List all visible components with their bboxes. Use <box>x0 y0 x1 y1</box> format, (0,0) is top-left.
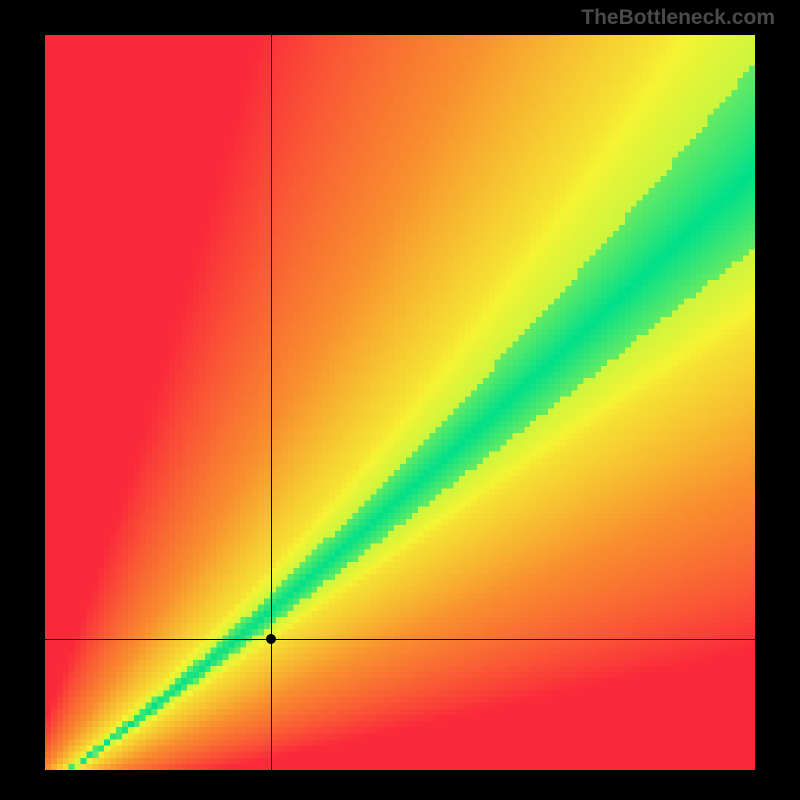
selection-marker <box>266 634 276 644</box>
watermark-text: TheBottleneck.com <box>581 6 775 30</box>
bottleneck-heatmap <box>45 35 755 770</box>
crosshair-vertical <box>271 35 272 770</box>
heatmap-canvas <box>45 35 755 770</box>
crosshair-horizontal <box>45 639 755 640</box>
